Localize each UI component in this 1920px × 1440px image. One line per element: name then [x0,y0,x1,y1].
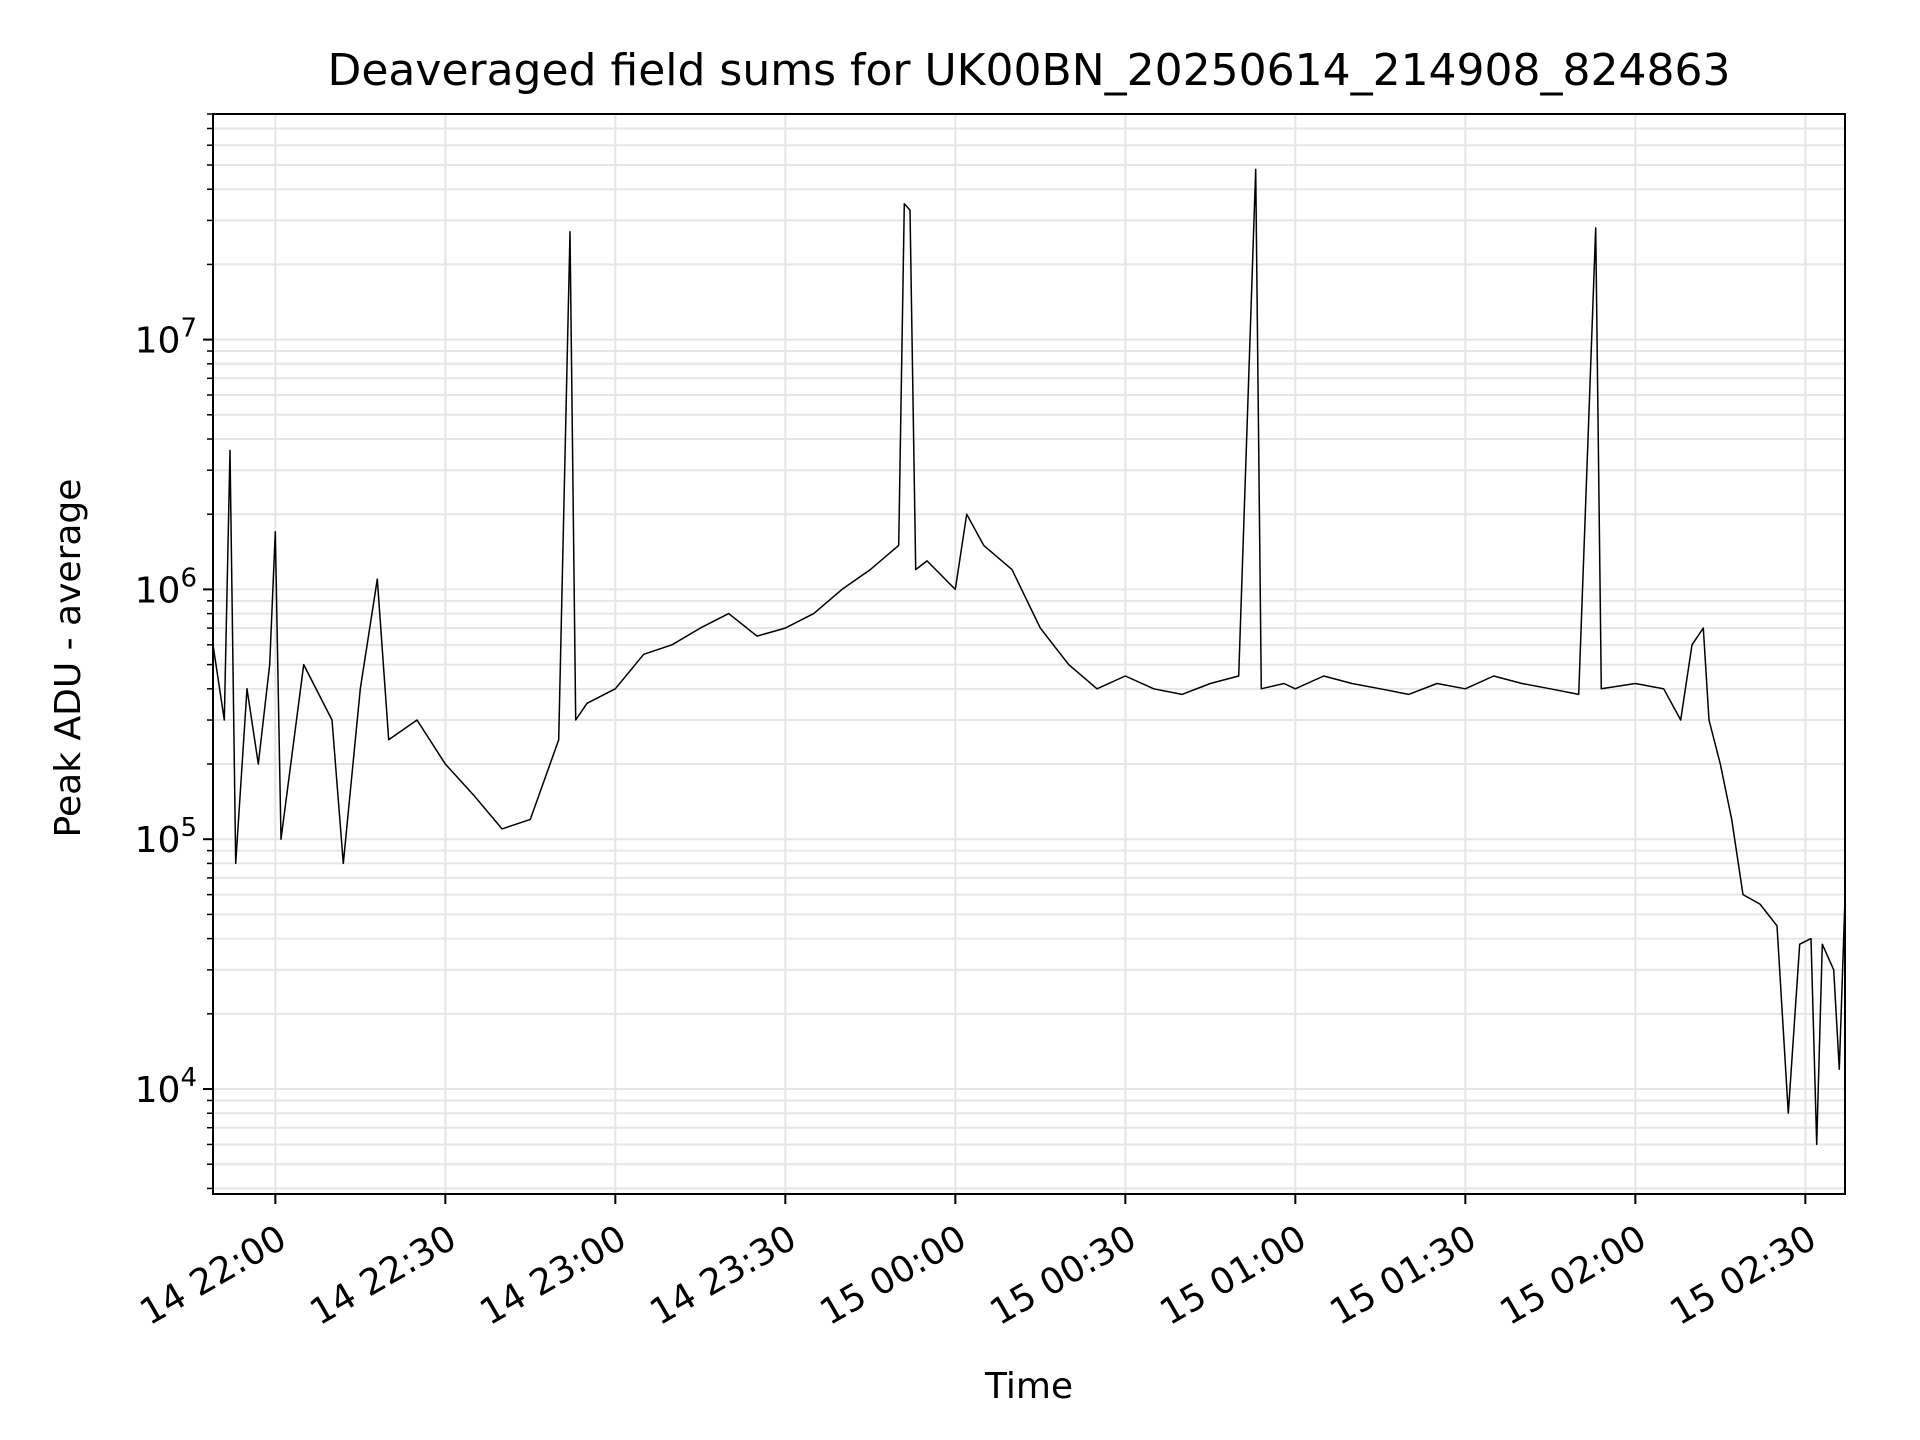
chart-title: Deaveraged field sums for UK00BN_2025061… [327,45,1730,96]
series-layer [212,168,1846,1146]
y-axis: 104 105 106 107 [135,113,213,1190]
major-gridlines [213,114,1845,1194]
y-tick-label: 106 [135,563,197,611]
y-tick-label: 105 [135,813,197,861]
series-line [212,168,1846,1146]
y-tick-label: 104 [135,1063,197,1111]
y-tick-label: 107 [135,314,197,362]
minor-gridlines [213,113,1845,1190]
plot-frame [212,113,1846,1195]
x-axis-label: Time [984,1366,1073,1407]
y-axis-label: Peak ADU - average [48,479,89,838]
